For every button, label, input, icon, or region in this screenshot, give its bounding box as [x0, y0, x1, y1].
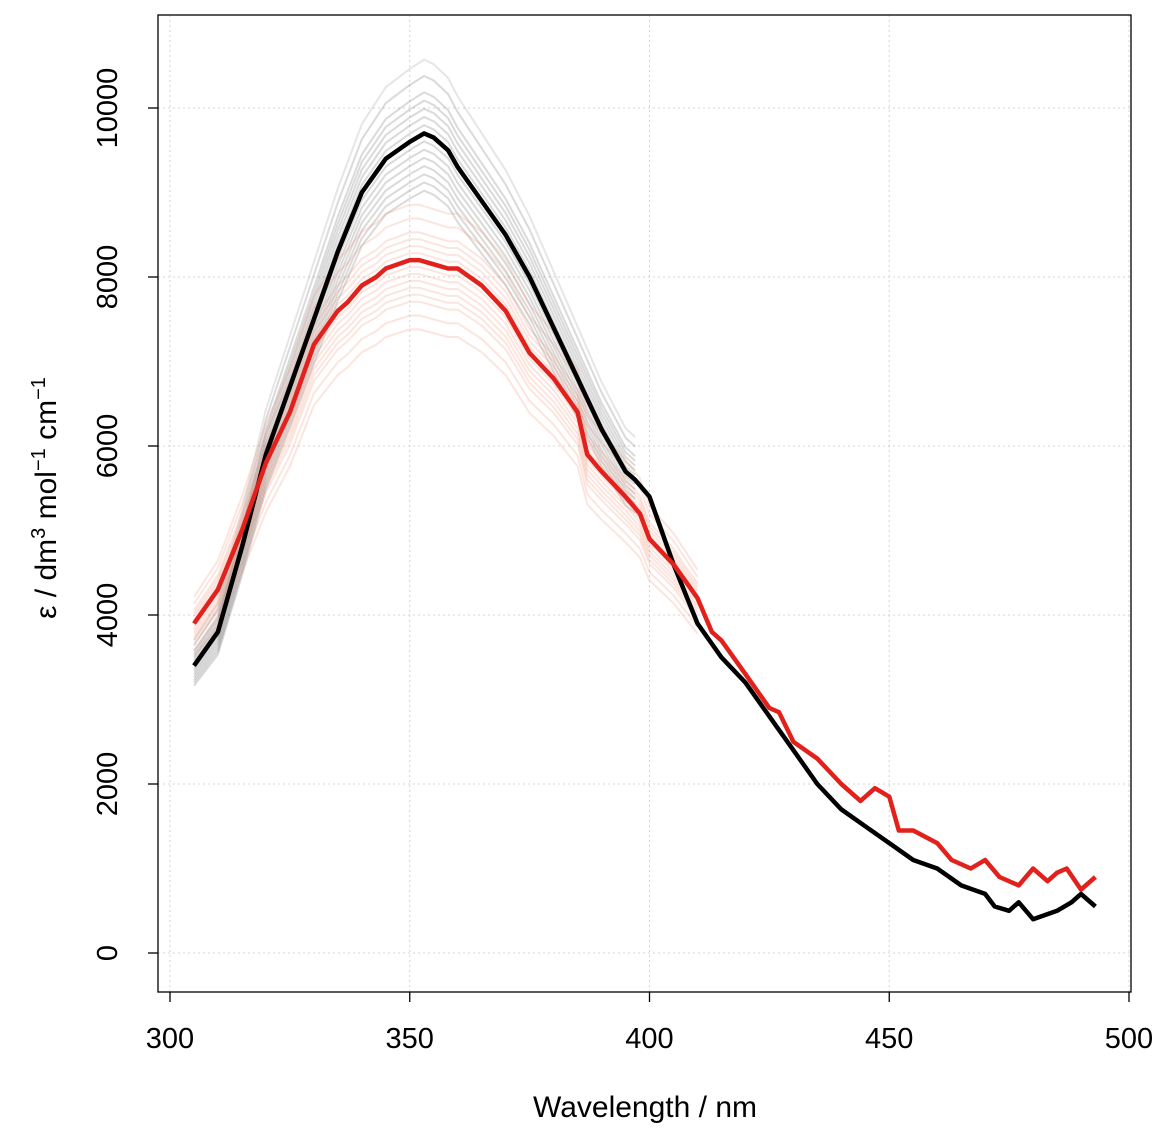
x-axis-title: Wavelength / nm: [533, 1091, 757, 1124]
y-axis-title-mid1: mol: [30, 471, 63, 528]
x-tick-label: 500: [1105, 1023, 1153, 1055]
x-axis: 300 350 400 450 500: [146, 992, 1153, 1055]
red-band-line: [193, 293, 699, 641]
black-spectra-band: [193, 58, 636, 687]
red-band-line: [193, 238, 699, 615]
y-tick-label: 2000: [92, 752, 124, 817]
red-band-line: [193, 245, 699, 618]
x-tick-label: 300: [146, 1023, 194, 1055]
black-band-line: [193, 173, 636, 681]
y-axis-title-sup3: −1: [28, 377, 50, 400]
y-tick-label: 4000: [92, 583, 124, 648]
y-axis-title-mid2: cm: [30, 400, 63, 448]
plot-frame: [157, 14, 1132, 993]
black-band-line: [193, 181, 636, 684]
black-band-line: [193, 107, 636, 658]
red-band-line: [193, 300, 699, 644]
series-lines: [192, 131, 1097, 922]
y-axis-title: ε / dm3 mol−1 cm−1: [28, 377, 63, 619]
y-tick-label: 8000: [92, 245, 124, 310]
black-band-line: [193, 115, 636, 661]
y-tick-label: 10000: [92, 68, 124, 149]
y-axis-title-sup2: −1: [28, 448, 50, 471]
black-band-line: [193, 91, 636, 652]
x-tick-label: 350: [386, 1023, 434, 1055]
series-line-black: [192, 131, 1097, 922]
grid: [158, 15, 1131, 992]
black-band-line: [193, 74, 636, 647]
series-line-red: [192, 257, 1097, 892]
black-band-line: [193, 99, 636, 655]
red-band-line: [193, 314, 699, 651]
black-band-line: [193, 58, 636, 641]
y-tick-label: 6000: [92, 414, 124, 479]
red-band-line: [193, 328, 699, 658]
red-band-line: [193, 286, 699, 638]
x-tick-label: 400: [625, 1023, 673, 1055]
black-band-line: [193, 148, 636, 672]
y-axis-title-sup1: 3: [28, 528, 50, 539]
y-axis: 0 2000 4000 6000 8000 10000: [92, 68, 158, 961]
red-band-line: [193, 217, 699, 605]
red-band-line: [193, 273, 699, 631]
y-tick-label: 0: [92, 945, 124, 961]
y-axis-title-prefix: ε / dm: [30, 539, 63, 619]
red-band-line: [193, 279, 699, 634]
x-tick-label: 450: [865, 1023, 913, 1055]
